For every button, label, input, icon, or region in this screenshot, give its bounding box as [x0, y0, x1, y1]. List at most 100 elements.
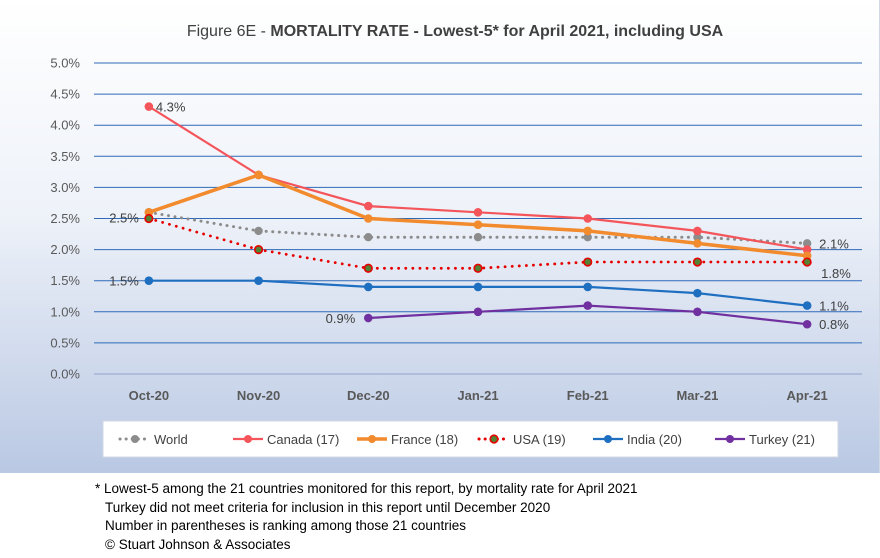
series-lines — [144, 102, 812, 329]
data-point — [254, 226, 263, 236]
data-point — [802, 251, 812, 261]
series-2 — [144, 170, 812, 261]
data-point — [473, 263, 483, 273]
data-point — [253, 245, 264, 255]
line-chart: Figure 6E - MORTALITY RATE - Lowest-5* f… — [50, 23, 862, 458]
data-point — [693, 226, 702, 236]
data-point — [473, 282, 483, 292]
data-point — [802, 245, 812, 254]
data-point — [583, 301, 593, 310]
data-point — [254, 170, 263, 180]
data-point — [144, 102, 154, 111]
data-point — [583, 232, 592, 242]
y-tick-label: 1.0% — [50, 304, 80, 319]
legend-swatch-marker — [368, 435, 376, 443]
data-label: 2.5% — [109, 211, 139, 226]
legend-label: Canada (17) — [267, 432, 339, 447]
data-label: 1.1% — [819, 299, 849, 314]
data-point — [583, 282, 593, 292]
y-tick-label: 2.0% — [50, 242, 80, 257]
x-tick-label: Oct-20 — [129, 388, 169, 403]
footnote-4: © Stuart Johnson & Associates — [105, 536, 291, 552]
legend-item-1: Canada (17) — [233, 432, 339, 447]
x-axis-tick-labels: Oct-20 Nov-20 Dec-20 Jan-21 Feb-21 Mar-21 Apr-… — [129, 388, 828, 403]
data-point — [583, 226, 593, 236]
data-point — [363, 201, 373, 211]
legend-item-5: Turkey (21) — [715, 432, 815, 447]
y-tick-label: 0.5% — [50, 335, 80, 350]
data-point — [583, 257, 593, 267]
data-point — [802, 301, 812, 310]
y-tick-label: 2.5% — [50, 211, 80, 226]
y-tick-label: 1.5% — [50, 273, 80, 288]
legend-item-4: India (20) — [593, 432, 682, 447]
y-tick-label: 3.5% — [50, 149, 80, 164]
legend: World Canada (17) France (18) USA (19) India… — [118, 432, 815, 447]
data-point — [364, 232, 373, 242]
data-point — [144, 207, 154, 217]
x-tick-label: Apr-21 — [787, 388, 828, 403]
legend-item-3: USA (19) — [477, 432, 566, 447]
footnote-2: Turkey did not meet criteria for inclusi… — [105, 499, 551, 515]
data-label: 1.8% — [821, 266, 851, 281]
legend-label: Turkey (21) — [749, 432, 815, 447]
data-point — [254, 276, 263, 286]
y-tick-label: 4.0% — [50, 118, 80, 133]
legend-swatch-marker — [604, 435, 612, 443]
legend-label: World — [154, 432, 188, 447]
chart-title-prefix: Figure 6E - — [187, 23, 271, 40]
y-tick-label: 4.5% — [50, 87, 80, 102]
data-point — [144, 276, 154, 286]
data-point — [363, 214, 373, 223]
data-point — [363, 313, 373, 323]
series-3 — [144, 213, 812, 273]
data-point — [802, 239, 812, 248]
data-label: 0.8% — [819, 317, 849, 332]
data-point — [692, 257, 703, 267]
legend-swatch-marker — [726, 435, 734, 443]
data-label: 0.9% — [326, 311, 356, 326]
data-label: 2.1% — [819, 236, 849, 251]
data-label: 4.3% — [156, 100, 186, 115]
y-tick-label: 0.0% — [50, 367, 80, 382]
legend-swatch-marker — [244, 435, 252, 443]
data-labels: 4.3% 2.5% 1.5% 0.9% 2.1% 1.8% 1.1% 0.8% — [109, 100, 851, 333]
data-point — [144, 213, 154, 224]
legend-label: India (20) — [627, 432, 682, 447]
x-tick-label: Mar-21 — [676, 388, 718, 403]
legend-swatch-marker — [489, 434, 499, 444]
x-tick-label: Feb-21 — [567, 388, 609, 403]
data-point — [693, 232, 702, 242]
legend-label: France (18) — [391, 432, 458, 447]
y-tick-label: 5.0% — [50, 56, 80, 71]
chart-panel: Figure 6E - MORTALITY RATE - Lowest-5* f… — [0, 0, 880, 473]
data-point — [363, 282, 373, 292]
data-point — [363, 263, 373, 273]
data-point — [693, 239, 702, 248]
footnote-3: Number in parentheses is ranking among t… — [105, 518, 466, 533]
data-point — [802, 319, 812, 329]
chart-title-main: MORTALITY RATE - Lowest-5* for April 202… — [270, 23, 723, 40]
data-point — [583, 214, 593, 223]
data-label: 1.5% — [109, 274, 139, 289]
gridlines — [94, 62, 862, 375]
data-point — [693, 307, 702, 317]
chart-title: Figure 6E - MORTALITY RATE - Lowest-5* f… — [187, 23, 724, 40]
x-tick-label: Jan-21 — [457, 388, 498, 403]
legend-label: USA (19) — [513, 432, 566, 447]
legend-item-0: World — [118, 432, 188, 447]
legend-swatch-marker — [131, 435, 139, 443]
y-axis-tick-labels: 0.0% 0.5% 1.0% 1.5% 2.0% 2.5% 3.0% 3.5% 4.0% 4.5%… — [50, 56, 80, 382]
data-point — [473, 307, 483, 317]
legend-item-2: France (18) — [357, 432, 458, 447]
series-4 — [144, 276, 812, 310]
x-tick-label: Nov-20 — [237, 388, 280, 403]
footnotes: * Lowest-5 among the 21 countries monito… — [95, 480, 638, 554]
data-point — [693, 288, 702, 298]
data-point — [473, 207, 483, 217]
x-tick-label: Dec-20 — [347, 388, 390, 403]
data-point — [802, 257, 812, 267]
y-tick-label: 3.0% — [50, 180, 80, 195]
data-point — [473, 220, 483, 230]
data-point — [473, 232, 483, 242]
